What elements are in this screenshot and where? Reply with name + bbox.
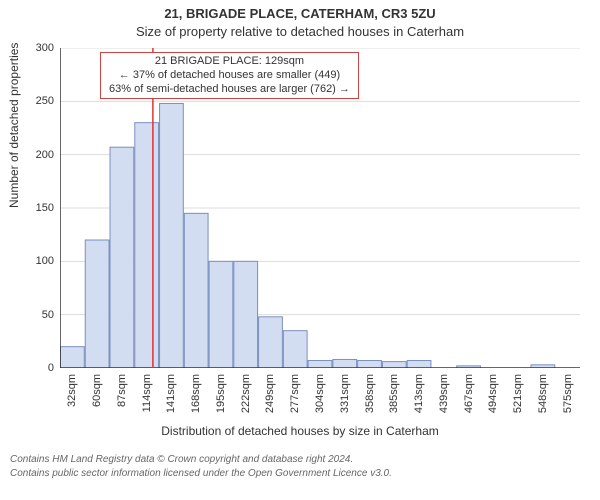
x-tick-label: 87sqm <box>116 374 128 424</box>
x-tick-label: 575sqm <box>562 374 574 424</box>
x-tick-label: 385sqm <box>388 374 400 424</box>
x-tick-label: 467sqm <box>463 374 475 424</box>
x-tick-label: 439sqm <box>438 374 450 424</box>
x-tick-label: 195sqm <box>215 374 227 424</box>
callout-box: 21 BRIGADE PLACE: 129sqm ← 37% of detach… <box>100 52 359 99</box>
x-tick-label: 494sqm <box>487 374 499 424</box>
chart-subtitle: Size of property relative to detached ho… <box>0 24 600 39</box>
y-tick-label: 100 <box>26 255 54 267</box>
y-tick-label: 200 <box>26 149 54 161</box>
y-tick-label: 300 <box>26 42 54 54</box>
y-tick-label: 250 <box>26 95 54 107</box>
x-tick-label: 32sqm <box>66 374 78 424</box>
x-tick-label: 304sqm <box>314 374 326 424</box>
x-tick-label: 249sqm <box>264 374 276 424</box>
x-tick-label: 277sqm <box>289 374 301 424</box>
x-tick-label: 168sqm <box>190 374 202 424</box>
y-tick-label: 0 <box>26 362 54 374</box>
x-tick-label: 60sqm <box>91 374 103 424</box>
x-tick-label: 521sqm <box>512 374 524 424</box>
chart-title: 21, BRIGADE PLACE, CATERHAM, CR3 5ZU <box>0 6 600 21</box>
footnote-1: Contains HM Land Registry data © Crown c… <box>10 454 353 465</box>
footnote-2: Contains public sector information licen… <box>10 468 392 479</box>
x-tick-label: 548sqm <box>537 374 549 424</box>
y-axis-label: Number of detached properties <box>7 43 21 208</box>
x-tick-label: 222sqm <box>240 374 252 424</box>
x-tick-label: 358sqm <box>364 374 376 424</box>
callout-line-1: 21 BRIGADE PLACE: 129sqm <box>109 55 350 69</box>
x-tick-label: 413sqm <box>413 374 425 424</box>
x-axis-label: Distribution of detached houses by size … <box>0 424 600 438</box>
x-tick-label: 141sqm <box>165 374 177 424</box>
y-tick-label: 50 <box>26 309 54 321</box>
callout-line-2: ← 37% of detached houses are smaller (44… <box>109 69 350 83</box>
y-tick-label: 150 <box>26 202 54 214</box>
x-tick-label: 331sqm <box>339 374 351 424</box>
x-tick-label: 114sqm <box>141 374 153 424</box>
callout-line-3: 63% of semi-detached houses are larger (… <box>109 83 350 97</box>
